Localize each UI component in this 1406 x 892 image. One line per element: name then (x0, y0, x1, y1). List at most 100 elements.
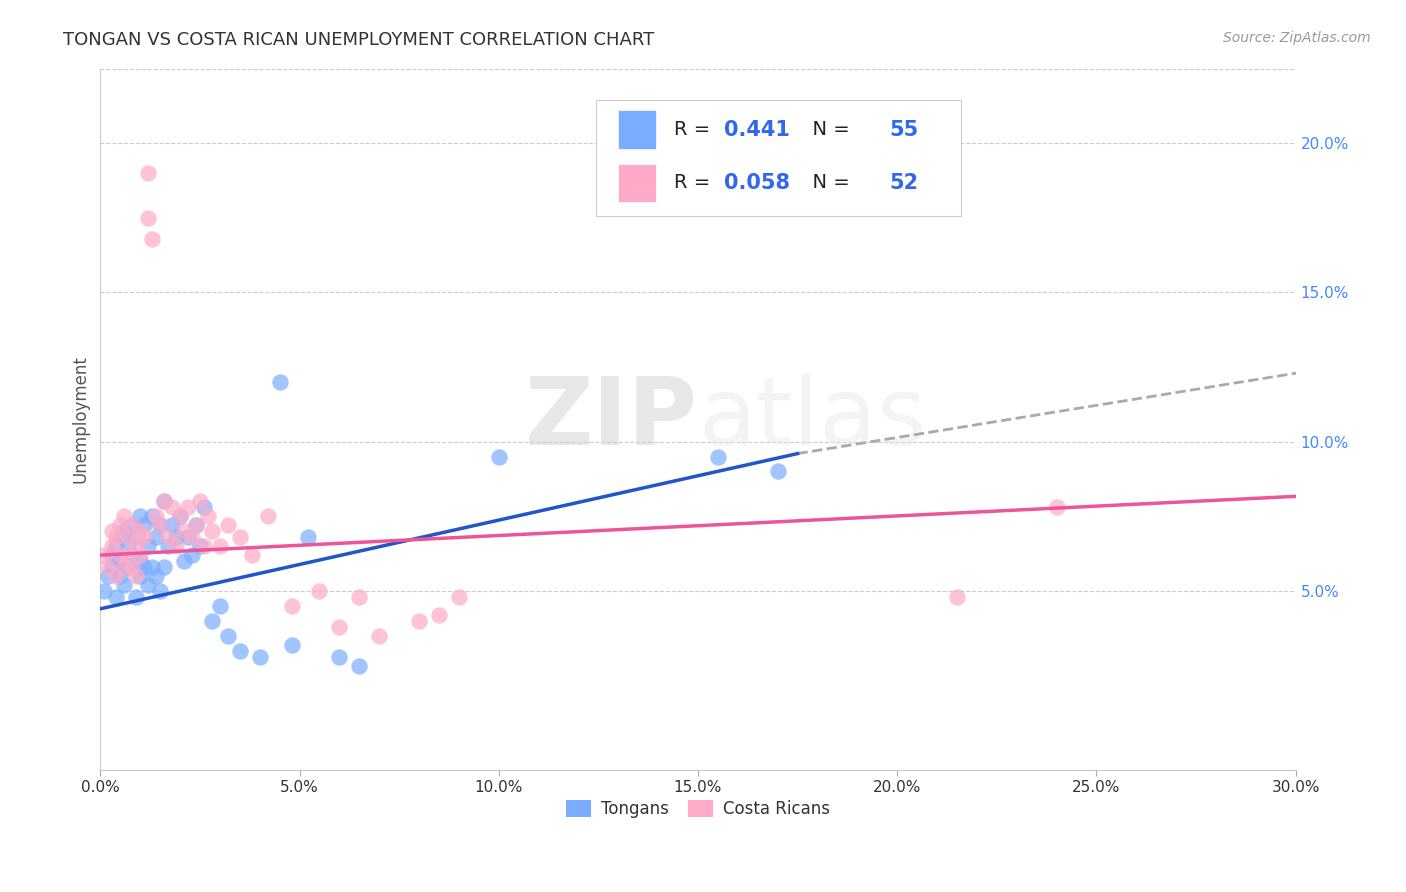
Point (134, 560, 156, 574)
Point (157, 530, 180, 544)
Legend: Tongans, Costa Ricans: Tongans, Costa Ricans (558, 793, 837, 825)
Point (193, 539, 215, 553)
Point (129, 548, 152, 562)
Point (349, 658, 371, 673)
Point (427, 607, 450, 622)
Point (105, 539, 128, 553)
Point (217, 518, 239, 533)
Point (110, 518, 132, 533)
Text: N =: N = (800, 173, 856, 193)
Text: 0.058: 0.058 (724, 173, 790, 193)
Point (121, 548, 143, 562)
Point (112, 578, 135, 592)
Text: 55: 55 (889, 120, 918, 139)
Point (121, 518, 143, 533)
Point (280, 638, 302, 652)
Point (125, 569, 148, 583)
Point (488, 450, 510, 464)
Point (136, 539, 159, 553)
Point (93, 583, 115, 598)
Point (408, 614, 430, 628)
Point (136, 578, 159, 592)
Point (125, 590, 148, 604)
Point (201, 524, 224, 539)
Point (134, 530, 156, 544)
Point (121, 560, 143, 574)
Point (129, 524, 152, 539)
Point (117, 548, 139, 562)
Point (707, 450, 730, 464)
Point (112, 524, 135, 539)
Point (110, 530, 132, 544)
Point (134, 518, 156, 533)
Point (173, 524, 195, 539)
Point (149, 518, 172, 533)
Point (129, 509, 152, 524)
Point (169, 509, 191, 524)
Point (177, 500, 200, 515)
Point (153, 494, 176, 508)
Point (136, 211, 159, 225)
Point (145, 569, 167, 583)
Point (105, 530, 128, 544)
Point (110, 554, 132, 568)
Point (169, 509, 191, 524)
Point (117, 530, 139, 544)
Point (208, 599, 231, 613)
Point (101, 539, 124, 553)
Point (129, 554, 152, 568)
Point (297, 530, 319, 544)
Point (188, 539, 211, 553)
Point (201, 614, 224, 628)
Point (193, 500, 215, 515)
Point (149, 583, 172, 598)
Point (217, 629, 239, 643)
Text: atlas: atlas (697, 373, 927, 466)
Point (197, 509, 219, 524)
Point (946, 590, 969, 604)
Text: 52: 52 (889, 173, 918, 193)
Point (141, 232, 163, 246)
Point (101, 548, 124, 562)
Point (141, 560, 163, 574)
Point (136, 166, 159, 180)
Point (125, 530, 148, 544)
Point (328, 649, 350, 664)
Point (177, 530, 200, 544)
Point (101, 524, 124, 539)
Point (165, 530, 187, 544)
Point (129, 569, 152, 583)
Point (160, 500, 183, 515)
Point (249, 649, 271, 664)
Point (328, 620, 350, 634)
Point (125, 539, 148, 553)
Point (240, 548, 263, 562)
Point (160, 518, 183, 533)
Point (101, 560, 124, 574)
Point (117, 560, 139, 574)
Point (280, 599, 302, 613)
Point (308, 583, 330, 598)
Text: TONGAN VS COSTA RICAN UNEMPLOYMENT CORRELATION CHART: TONGAN VS COSTA RICAN UNEMPLOYMENT CORRE… (63, 31, 655, 49)
Point (1045, 500, 1067, 515)
FancyBboxPatch shape (596, 100, 960, 216)
Text: N =: N = (800, 120, 856, 139)
Y-axis label: Unemployment: Unemployment (72, 355, 89, 483)
Point (368, 629, 391, 643)
Point (173, 554, 195, 568)
Text: R =: R = (673, 120, 717, 139)
Point (105, 569, 128, 583)
Text: ZIP: ZIP (524, 373, 697, 466)
Point (97, 560, 120, 574)
Point (349, 590, 371, 604)
Point (184, 518, 207, 533)
Point (117, 539, 139, 553)
Point (112, 560, 135, 574)
Point (157, 539, 180, 553)
Point (766, 465, 789, 479)
Point (447, 590, 470, 604)
Point (110, 569, 132, 583)
Point (165, 539, 187, 553)
Point (110, 548, 132, 562)
Point (97, 569, 120, 583)
